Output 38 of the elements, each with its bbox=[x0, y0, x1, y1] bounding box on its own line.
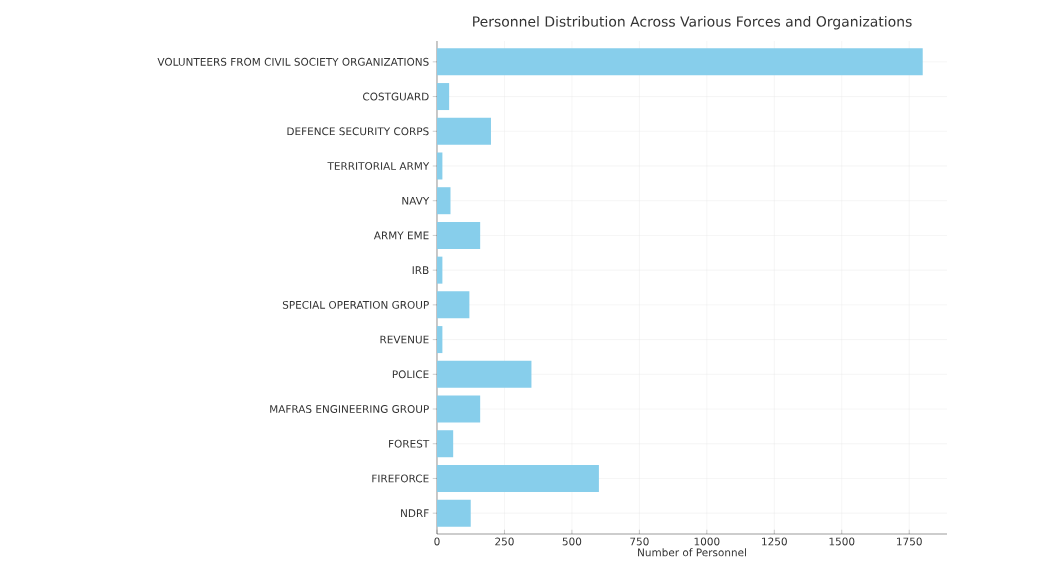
bar bbox=[437, 464, 599, 492]
y-tick-label: VOLUNTEERS FROM CIVIL SOCIETY ORGANIZATIONS bbox=[157, 57, 429, 66]
y-tick-label: DEFENCE SECURITY CORPS bbox=[287, 127, 429, 136]
x-tick-label: 1000 bbox=[694, 537, 720, 546]
x-tick-label: 0 bbox=[434, 537, 440, 546]
bar bbox=[437, 48, 923, 76]
y-tick-label: FOREST bbox=[389, 439, 430, 448]
x-tick-label: 1250 bbox=[762, 537, 787, 546]
y-tick-label: COSTGUARD bbox=[363, 92, 429, 101]
bar bbox=[437, 187, 451, 215]
y-tick-label: REVENUE bbox=[380, 335, 429, 344]
x-axis-title: Number of Personnel bbox=[638, 548, 746, 557]
x-tick-label: 750 bbox=[630, 537, 649, 546]
bar bbox=[437, 117, 491, 145]
bar bbox=[437, 395, 481, 423]
x-tick-label: 500 bbox=[562, 537, 582, 546]
y-tick-label: TERRITORIAL ARMY bbox=[327, 162, 430, 170]
chart-title: Personnel Distribution Across Various Forces and Organizations bbox=[473, 16, 912, 30]
bar bbox=[437, 499, 471, 527]
y-tick-label: POLICE bbox=[392, 370, 429, 379]
y-tick-label: NAVY bbox=[402, 196, 430, 205]
x-tick-label: 1750 bbox=[897, 537, 922, 546]
bar bbox=[437, 83, 450, 111]
x-tick-label: 250 bbox=[495, 537, 514, 546]
y-tick-label: NDRF bbox=[401, 509, 429, 517]
bar bbox=[437, 221, 481, 249]
bar bbox=[437, 291, 470, 319]
bar bbox=[437, 326, 443, 354]
y-tick-label: SPECIAL OPERATION GROUP bbox=[282, 300, 429, 309]
y-tick-label: MAFRAS ENGINEERING GROUP bbox=[270, 405, 429, 413]
y-tick-label: IRB bbox=[412, 266, 429, 274]
bar bbox=[437, 430, 454, 458]
bar bbox=[437, 152, 443, 180]
bar bbox=[437, 256, 443, 284]
y-tick-label: ARMY EME bbox=[373, 231, 429, 240]
bar bbox=[437, 360, 532, 388]
x-tick-label: 1500 bbox=[829, 537, 855, 546]
y-tick-label: FIREFORCE bbox=[372, 474, 429, 483]
